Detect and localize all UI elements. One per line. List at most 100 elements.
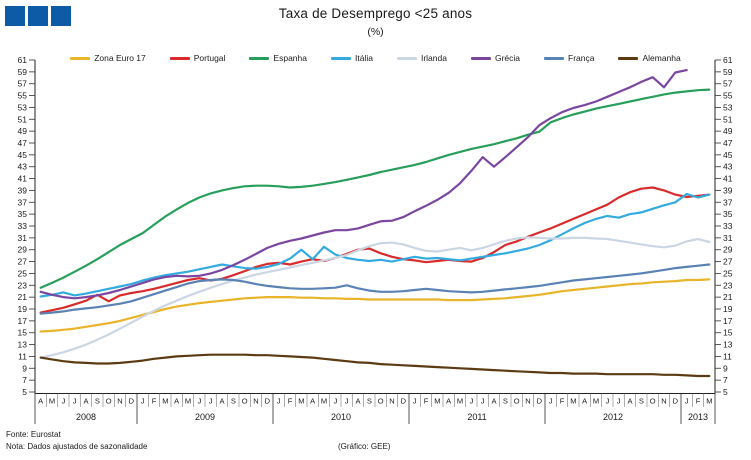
legend-label: Portugal <box>193 53 226 63</box>
legend-item-irlanda: Irlanda <box>396 53 447 63</box>
y-tick-label: 51 <box>723 114 733 124</box>
legend-label: Itália <box>354 53 373 63</box>
month-label: F <box>288 397 293 406</box>
legend-label: França <box>568 53 595 63</box>
month-label: A <box>38 397 43 406</box>
y-tick-label: 59 <box>723 67 733 77</box>
y-tick-label: 23 <box>723 280 733 290</box>
month-label: O <box>514 397 520 406</box>
month-label: F <box>424 397 429 406</box>
month-label: O <box>378 397 384 406</box>
y-tick-label: 7 <box>723 375 728 385</box>
month-label: J <box>197 397 201 406</box>
series-portugal <box>39 186 711 314</box>
y-tick-label: 35 <box>723 209 733 219</box>
y-tick-label: 45 <box>18 150 28 160</box>
legend-label: Zona Euro 17 <box>94 53 146 63</box>
month-label: O <box>650 397 656 406</box>
y-tick-label: 59 <box>18 67 28 77</box>
month-label: F <box>560 397 565 406</box>
logo-square <box>5 6 25 26</box>
month-label: M <box>593 397 599 406</box>
series-irlanda <box>39 236 711 359</box>
y-tick-label: 37 <box>18 197 28 207</box>
y-tick-label: 5 <box>723 387 728 397</box>
year-label: 2009 <box>195 412 215 422</box>
y-tick-label: 11 <box>18 351 27 361</box>
month-label: J <box>277 397 281 406</box>
y-tick-label: 13 <box>723 340 733 350</box>
month-label: N <box>117 397 122 406</box>
month-label: A <box>582 397 587 406</box>
month-label: J <box>481 397 485 406</box>
logo-square <box>51 6 71 26</box>
legend-item-it-lia: Itália <box>330 53 373 63</box>
year-label: 2010 <box>331 412 351 422</box>
seasonality-note: Nota: Dados ajustados de sazonalidade <box>6 442 148 451</box>
month-label: J <box>345 397 349 406</box>
y-tick-label: 45 <box>723 150 733 160</box>
month-label: N <box>525 397 530 406</box>
credit-note: (Gráfico: GEE) <box>338 442 391 451</box>
y-tick-label: 39 <box>18 185 28 195</box>
month-label: J <box>685 397 689 406</box>
chart-title: Taxa de Desemprego <25 anos <box>278 6 473 21</box>
source-note: Fonte: Eurostat <box>6 430 61 439</box>
y-tick-label: 19 <box>723 304 733 314</box>
legend-label: Irlanda <box>420 53 447 63</box>
month-label: N <box>661 397 666 406</box>
legend-label: Espanha <box>273 53 307 63</box>
series-gr-cia <box>39 69 688 300</box>
month-label: A <box>355 397 360 406</box>
y-tick-label: 29 <box>18 245 28 255</box>
legend-label: Alemanha <box>642 53 681 63</box>
chart-subtitle: (%) <box>367 26 384 38</box>
legend-swatch <box>470 56 491 60</box>
legend-swatch <box>330 56 351 60</box>
y-tick-label: 33 <box>18 221 28 231</box>
y-tick-label: 61 <box>723 55 733 65</box>
y-tick-label: 31 <box>18 233 28 243</box>
month-label: J <box>469 397 473 406</box>
y-tick-label: 27 <box>723 257 733 267</box>
y-tick-label: 55 <box>18 91 28 101</box>
legend-item-espanha: Espanha <box>249 53 307 63</box>
y-tick-label: 43 <box>723 162 733 172</box>
month-label: D <box>129 397 135 406</box>
month-label: J <box>413 397 417 406</box>
y-tick-label: 53 <box>723 102 733 112</box>
month-label: J <box>209 397 213 406</box>
y-tick-label: 29 <box>723 245 733 255</box>
y-tick-label: 21 <box>18 292 28 302</box>
y-tick-label: 55 <box>723 91 733 101</box>
y-tick-label: 21 <box>723 292 733 302</box>
y-tick-label: 49 <box>18 126 28 136</box>
y-tick-label: 27 <box>18 257 28 267</box>
gee-logo <box>5 6 71 26</box>
legend-item-fran-a: França <box>544 53 594 63</box>
month-label: J <box>141 397 145 406</box>
series-fran-a <box>39 263 711 315</box>
month-label: A <box>83 397 88 406</box>
y-tick-label: 53 <box>18 102 28 112</box>
month-label: A <box>446 397 451 406</box>
y-tick-label: 47 <box>18 138 28 148</box>
month-label: F <box>696 397 701 406</box>
y-tick-label: 23 <box>18 280 28 290</box>
y-tick-label: 9 <box>22 363 27 373</box>
month-label: S <box>95 397 100 406</box>
year-label: 2011 <box>467 412 486 422</box>
month-label: D <box>401 397 407 406</box>
y-tick-label: 39 <box>723 185 733 195</box>
series-espanha <box>39 88 711 289</box>
y-tick-label: 13 <box>18 340 28 350</box>
month-label: M <box>457 397 463 406</box>
y-tick-label: 47 <box>723 138 733 148</box>
series-zona-euro-17 <box>39 278 711 333</box>
legend-swatch <box>70 56 91 60</box>
legend-swatch <box>396 56 417 60</box>
y-tick-label: 41 <box>18 174 28 184</box>
y-tick-label: 41 <box>723 174 733 184</box>
axes <box>34 60 716 394</box>
